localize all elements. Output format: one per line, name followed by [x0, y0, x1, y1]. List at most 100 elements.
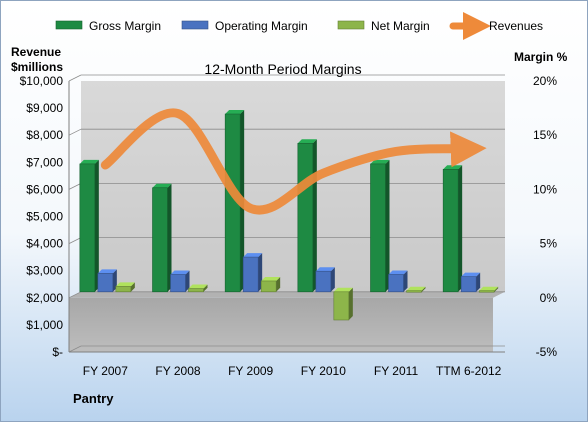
gridlines — [68, 74, 505, 353]
gridline-depth — [68, 345, 82, 353]
bar-gross-margin-top — [297, 139, 317, 144]
gridline-depth — [68, 291, 82, 299]
bar-gross-margin-top — [152, 183, 172, 188]
bar-net-margin-top — [479, 286, 499, 291]
gridline-depth — [68, 237, 82, 244]
left-tick-label: $- — [52, 345, 63, 359]
bar-net-margin-side — [421, 286, 426, 293]
footer-label: Pantry — [73, 391, 114, 406]
legend-swatch-net-margin — [337, 20, 365, 30]
bar-gross-margin — [370, 163, 386, 293]
bar-net-margin-top — [261, 276, 281, 281]
bar-operating-margin — [388, 274, 404, 293]
right-axis-label: Margin % — [514, 50, 568, 64]
category-label: FY 2009 — [228, 364, 273, 378]
revenue-line — [100, 108, 487, 215]
left-tick-label: $1,000 — [26, 318, 63, 332]
plot-area — [69, 81, 505, 352]
bar-net-margin-top — [115, 282, 135, 287]
bar-net-margin-side — [348, 287, 353, 320]
bar-gross-margin — [442, 169, 459, 293]
bar-net-margin-top — [188, 284, 208, 289]
left-tick-label: $8,000 — [26, 128, 63, 142]
chart-text: 12-Month Period Margins Revenue $million… — [11, 45, 568, 406]
left-tick-label: $9,000 — [26, 101, 63, 115]
legend-label-gross-margin: Gross Margin — [89, 19, 161, 33]
bar-gross-margin-top — [79, 159, 99, 164]
bar-gross-margin-side — [312, 139, 317, 292]
bar-gross-margin-side — [167, 183, 172, 292]
right-tick-label: 20% — [533, 74, 557, 88]
bar-net-margin-top — [406, 286, 426, 291]
plot-floor — [69, 291, 505, 298]
bar-operating-margin — [460, 276, 477, 293]
bar-operating-margin-side — [185, 270, 190, 292]
category-label: FY 2011 — [374, 364, 419, 378]
left-tick-label: $5,000 — [26, 210, 63, 224]
bar-gross-margin — [297, 142, 314, 293]
bar-net-margin — [478, 290, 495, 293]
bar-gross-margin-side — [458, 165, 463, 292]
left-tick-label: $3,000 — [26, 264, 63, 278]
bar-gross-margin-side — [94, 159, 99, 292]
bar-net-margin-side — [130, 282, 135, 292]
bar-operating-margin-top — [97, 269, 117, 274]
bar-operating-margin-top — [315, 267, 335, 272]
bar-operating-margin — [315, 270, 332, 293]
left-axis-label-line1: Revenue — [11, 45, 61, 59]
bar-operating-margin — [170, 274, 186, 293]
bar-operating-margin-top — [170, 270, 190, 275]
left-axis-label-line2: $millions — [11, 60, 63, 74]
category-label: FY 2008 — [155, 364, 200, 378]
left-tick-label: $4,000 — [26, 237, 63, 251]
bar-gross-margin-top — [370, 159, 390, 164]
bar-net-margin-top — [333, 287, 353, 292]
chart-title: 12-Month Period Margins — [204, 61, 361, 77]
left-tick-label: $10,000 — [20, 74, 64, 88]
bar-net-margin-side — [494, 286, 499, 293]
bar-net-margin-side — [276, 276, 281, 292]
bar-operating-margin-top — [388, 270, 408, 275]
bar-net-margin-side — [203, 284, 208, 292]
revenue-line-layer — [100, 108, 487, 215]
legend: Gross Margin Operating Margin Net Margin Re… — [55, 12, 543, 40]
plot-lower-area — [69, 297, 493, 352]
bars — [79, 110, 499, 321]
gridline-depth — [68, 128, 82, 136]
bar-operating-margin-side — [330, 267, 335, 292]
bar-gross-margin-top — [225, 110, 245, 115]
bar-operating-margin-top — [243, 253, 263, 258]
bar-gross-margin — [152, 187, 168, 293]
bar-operating-margin-side — [403, 270, 408, 292]
bar-gross-margin — [79, 163, 96, 293]
right-tick-label: -5% — [536, 345, 558, 359]
category-label: FY 2010 — [301, 364, 346, 378]
bar-operating-margin — [242, 256, 259, 293]
legend-label-net-margin: Net Margin — [371, 19, 430, 33]
left-tick-label: $6,000 — [26, 182, 63, 196]
right-tick-label: 10% — [533, 182, 557, 196]
bar-operating-margin — [97, 273, 114, 293]
axes: $- $1,000 $2,000 $3,000 $4,000 $5,000 $6,000 $7… — [20, 74, 558, 378]
gridline-depth — [68, 183, 82, 190]
gridline-depth — [68, 74, 82, 82]
bar-net-margin — [333, 291, 350, 321]
bar-net-margin — [115, 286, 132, 293]
bar-net-margin — [260, 280, 277, 293]
left-tick-label: $7,000 — [26, 155, 63, 169]
bar-operating-margin-top — [461, 272, 481, 277]
bar-operating-margin-side — [476, 272, 481, 292]
plot-back-wall — [81, 81, 505, 292]
left-tick-label: $2,000 — [26, 291, 63, 305]
bar-net-margin — [406, 290, 422, 293]
bar-net-margin — [188, 288, 204, 293]
right-tick-label: 15% — [533, 128, 557, 142]
right-tick-label: 5% — [540, 237, 558, 251]
legend-label-revenues: Revenues — [489, 19, 543, 33]
legend-swatch-gross-margin — [55, 20, 83, 30]
category-label: FY 2007 — [83, 364, 128, 378]
category-label: TTM 6-2012 — [436, 364, 502, 378]
bar-gross-margin-side — [385, 159, 390, 292]
